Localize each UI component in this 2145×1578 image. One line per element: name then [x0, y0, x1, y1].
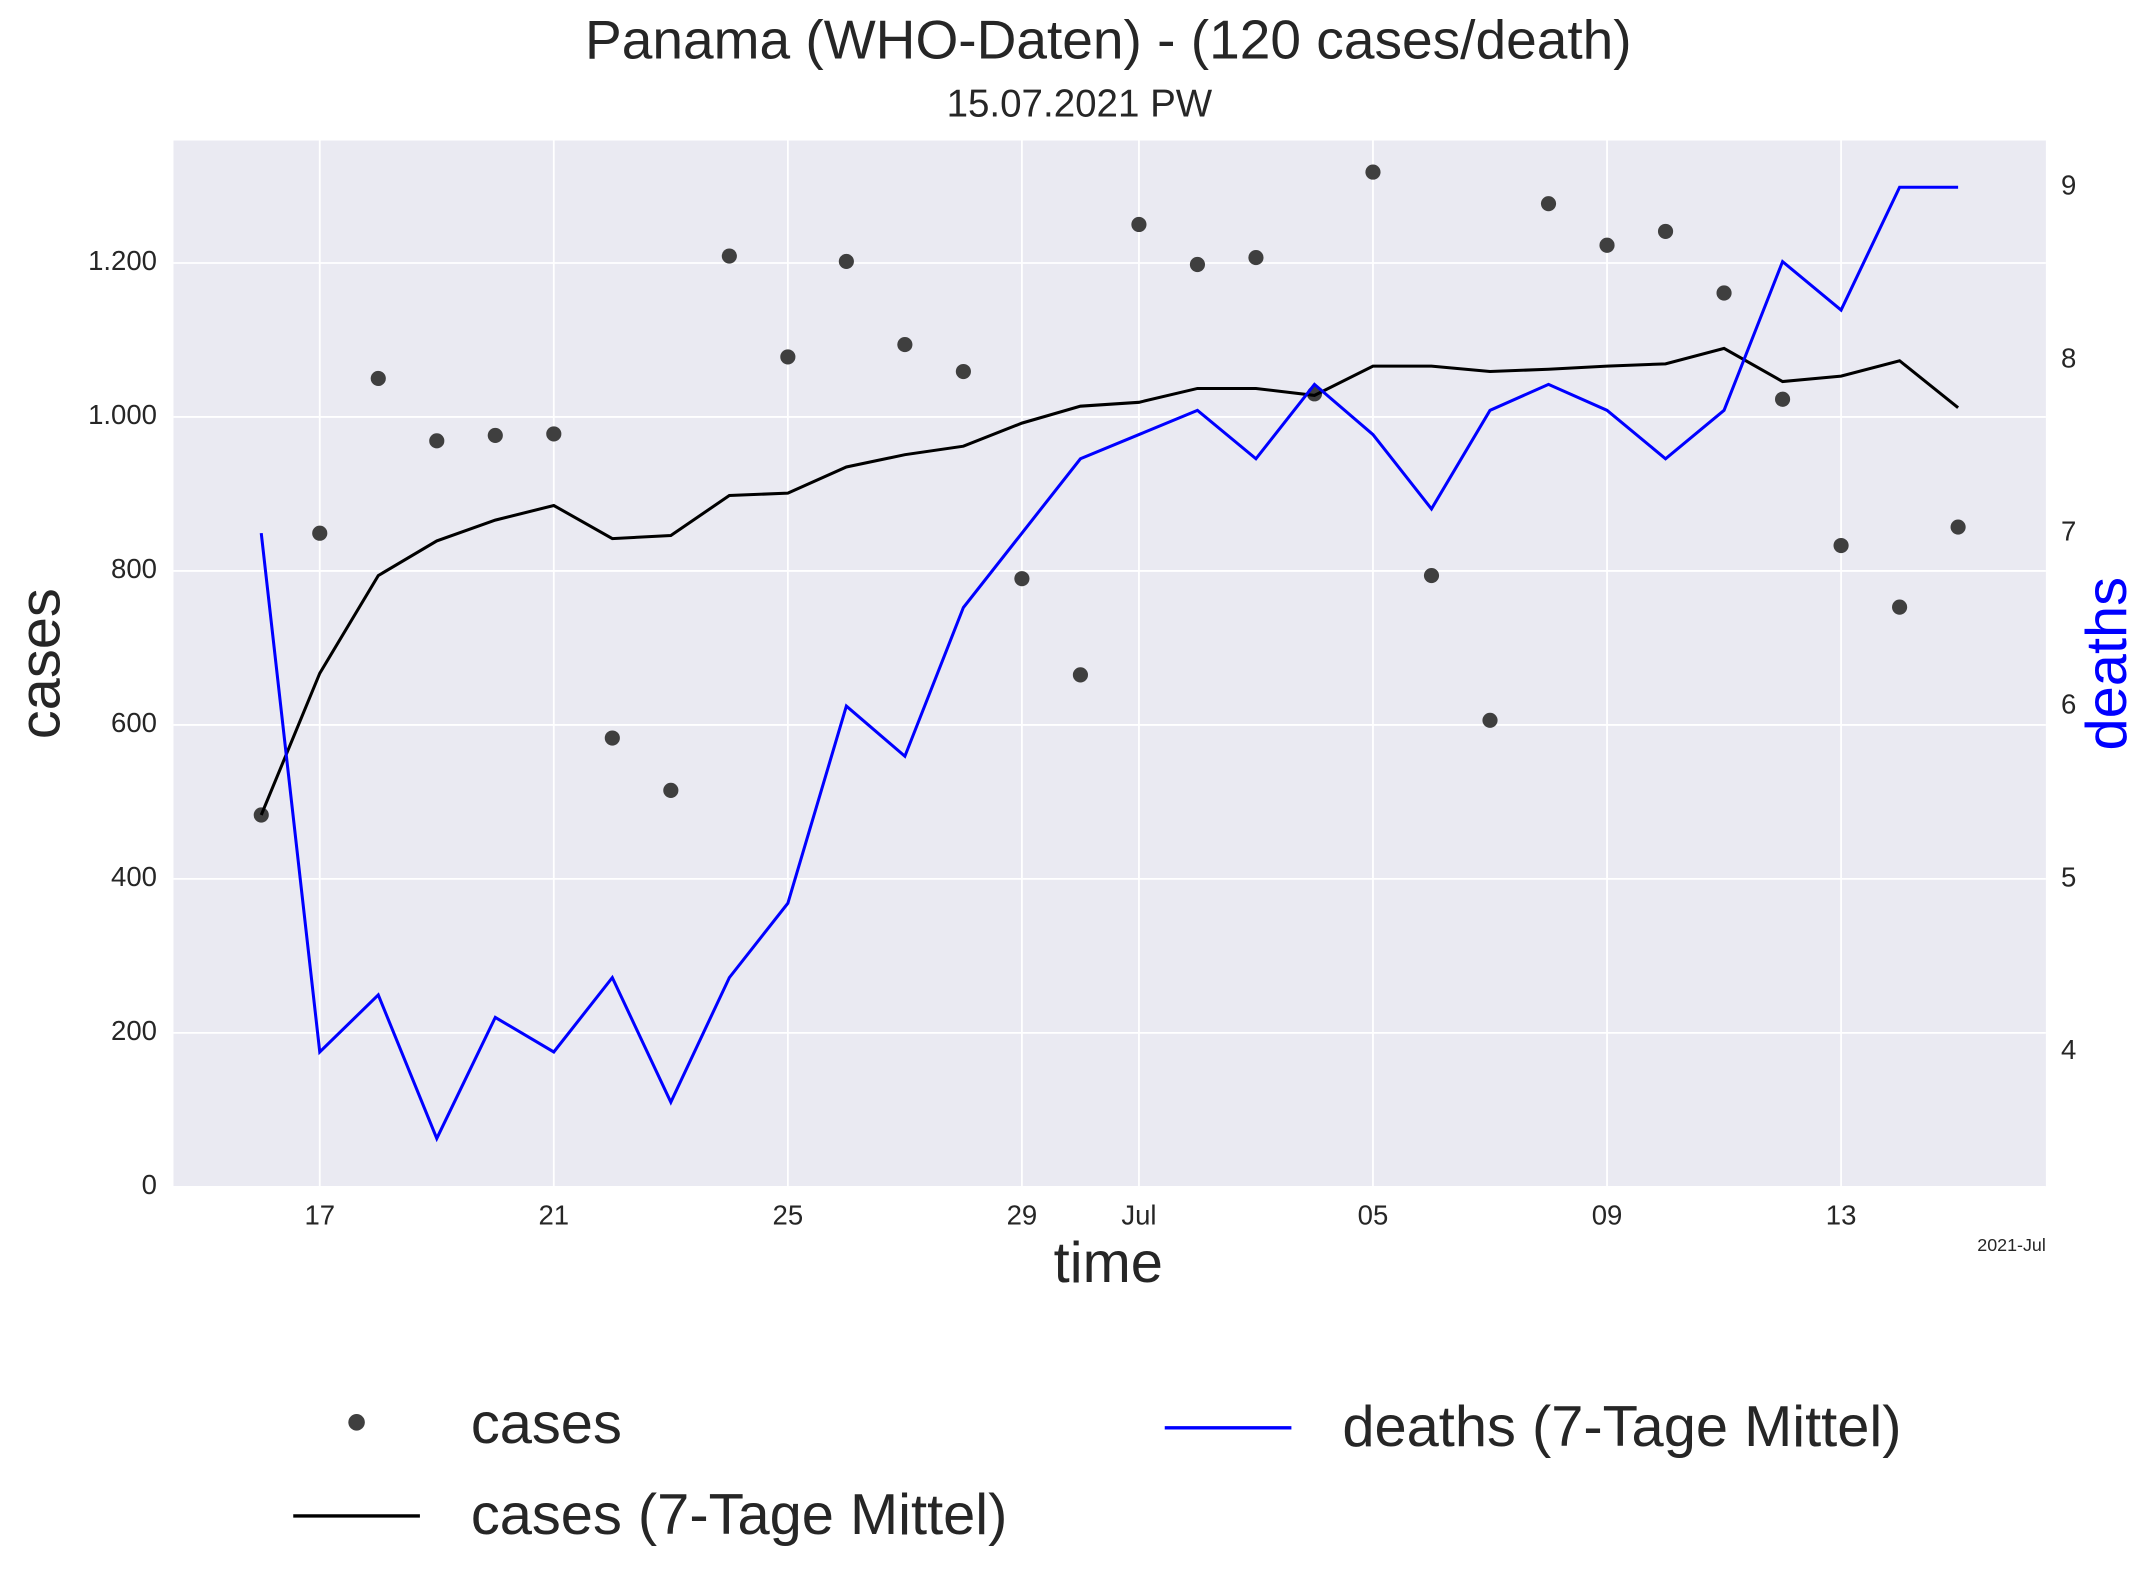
x-tick-label: 21 [538, 1199, 569, 1230]
x-tick-label: 13 [1826, 1199, 1857, 1230]
data-point [1599, 237, 1615, 253]
data-point [1189, 256, 1206, 273]
data-point [1540, 196, 1557, 212]
data-point [1482, 712, 1498, 728]
chart-subtitle: 15.07.2021 PW [947, 82, 1213, 125]
y2-tick-label: 7 [2061, 515, 2076, 546]
y2-tick-label: 6 [2061, 688, 2076, 719]
data-point [1892, 599, 1908, 615]
y2-tick-label: 4 [2061, 1034, 2076, 1065]
data-line [259, 185, 1959, 1143]
x-offset-label: 2021-Jul [1977, 1235, 2046, 1255]
y-tick-label: 400 [111, 861, 157, 892]
legend-label: cases [471, 1392, 622, 1456]
data-point [1833, 537, 1849, 554]
data-point [838, 253, 854, 269]
data-point [312, 525, 328, 541]
data-point [429, 433, 445, 449]
y2-tick-label: 9 [2061, 170, 2076, 201]
data-point [1716, 285, 1732, 301]
y-tick-label: 200 [111, 1015, 157, 1046]
y-tick-label: 1.000 [88, 399, 157, 430]
legend-item: cases [348, 1392, 622, 1456]
data-point [1365, 164, 1381, 180]
y2-axis-label: deaths [2075, 577, 2139, 751]
x-axis-label: time [1054, 1231, 1163, 1295]
data-point [897, 337, 913, 353]
data-point [1131, 216, 1147, 233]
data-point [370, 370, 386, 387]
data-point [1657, 223, 1674, 239]
y-axis-label: cases [8, 588, 72, 739]
x-tick-label: 29 [1007, 1199, 1038, 1230]
legend-label: deaths (7-Tage Mittel) [1342, 1395, 1901, 1459]
y-tick-label: 800 [111, 553, 157, 584]
x-tick-label: Jul [1121, 1199, 1156, 1230]
data-point [1774, 391, 1791, 407]
data-point [1014, 571, 1030, 587]
legend-marker [348, 1414, 365, 1431]
data-point [780, 349, 796, 365]
data-point [546, 426, 562, 442]
data-point [604, 730, 620, 746]
x-tick-label: 25 [773, 1199, 804, 1230]
data-point [1423, 567, 1440, 584]
legend-item: deaths (7-Tage Mittel) [1164, 1395, 1901, 1459]
data-point [663, 782, 679, 798]
legend-label: cases (7-Tage Mittel) [471, 1483, 1008, 1547]
data-point [1072, 667, 1088, 683]
data-point [955, 363, 971, 380]
y-tick-label: 1.200 [88, 245, 157, 276]
legend-item: cases (7-Tage Mittel) [293, 1483, 1007, 1547]
x-tick-label: 17 [304, 1199, 335, 1230]
y2-tick-label: 5 [2061, 861, 2076, 892]
y-tick-label: 600 [111, 707, 157, 738]
data-point [487, 427, 503, 444]
data-point [721, 248, 737, 264]
y-tick-label: 0 [142, 1169, 157, 1200]
x-tick-label: 09 [1592, 1199, 1623, 1230]
x-tick-label: 05 [1358, 1199, 1389, 1230]
chart-title: Panama (WHO-Daten) - (120 cases/death) [585, 9, 1632, 71]
data-line [259, 346, 1960, 816]
data-point [1950, 519, 1966, 535]
data-point [1248, 250, 1264, 266]
y2-tick-label: 8 [2061, 342, 2076, 373]
plot-background [173, 140, 2046, 1187]
